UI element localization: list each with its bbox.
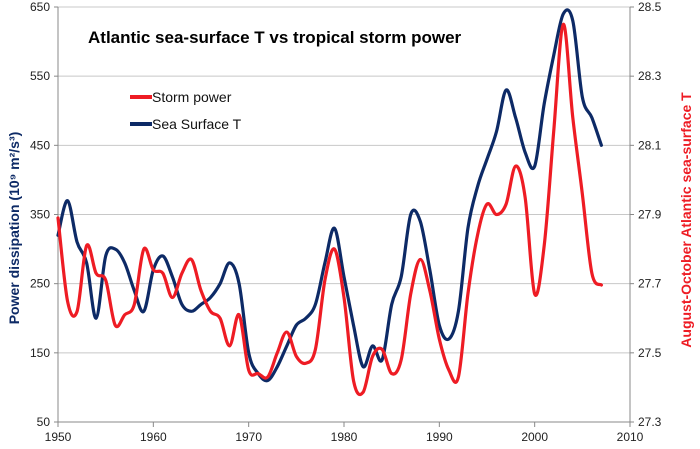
right-tick-label: 27.7 — [638, 277, 662, 291]
left-tick-label: 250 — [30, 277, 50, 291]
left-tick-label: 150 — [30, 346, 50, 360]
chart-title: Atlantic sea-surface T vs tropical storm… — [88, 28, 462, 47]
right-tick-label: 27.3 — [638, 415, 662, 429]
left-axis-ticks: 50 150 250 350 450 550 650 — [30, 0, 58, 429]
series-line-storm-power — [56, 22, 603, 397]
series-layer — [56, 8, 603, 397]
series-line-sea-surface-t — [56, 8, 603, 383]
x-tick-label: 1970 — [235, 430, 262, 444]
left-tick-label: 350 — [30, 208, 50, 222]
gridlines — [58, 6, 630, 423]
right-axis-label: August-October Atlantic sea-surface T — [678, 92, 694, 348]
x-tick-label: 1950 — [45, 430, 72, 444]
x-tick-label: 2010 — [617, 430, 644, 444]
right-tick-label: 27.9 — [638, 208, 662, 222]
legend-label-sea-surface-t: Sea Surface T — [152, 116, 242, 132]
right-axis-ticks: 27.3 27.5 27.7 27.9 28.1 28.3 28.5 — [630, 0, 662, 429]
left-tick-label: 50 — [37, 415, 51, 429]
x-tick-label: 1980 — [331, 430, 358, 444]
left-axis-label: Power dissipation (10⁹ m²/s³) — [6, 132, 22, 325]
legend: Storm power Sea Surface T — [130, 89, 242, 132]
left-tick-label: 450 — [30, 138, 50, 152]
legend-label-storm-power: Storm power — [152, 89, 232, 105]
x-axis-ticks: 1950 1960 1970 1980 1990 2000 2010 — [45, 422, 644, 444]
right-tick-label: 28.1 — [638, 138, 662, 152]
right-tick-label: 27.5 — [638, 346, 662, 360]
x-tick-label: 1990 — [426, 430, 453, 444]
right-tick-label: 28.3 — [638, 69, 662, 83]
x-tick-label: 2000 — [521, 430, 548, 444]
left-tick-label: 550 — [30, 69, 50, 83]
left-tick-label: 650 — [30, 0, 50, 14]
right-tick-label: 28.5 — [638, 0, 662, 14]
x-tick-label: 1960 — [140, 430, 167, 444]
